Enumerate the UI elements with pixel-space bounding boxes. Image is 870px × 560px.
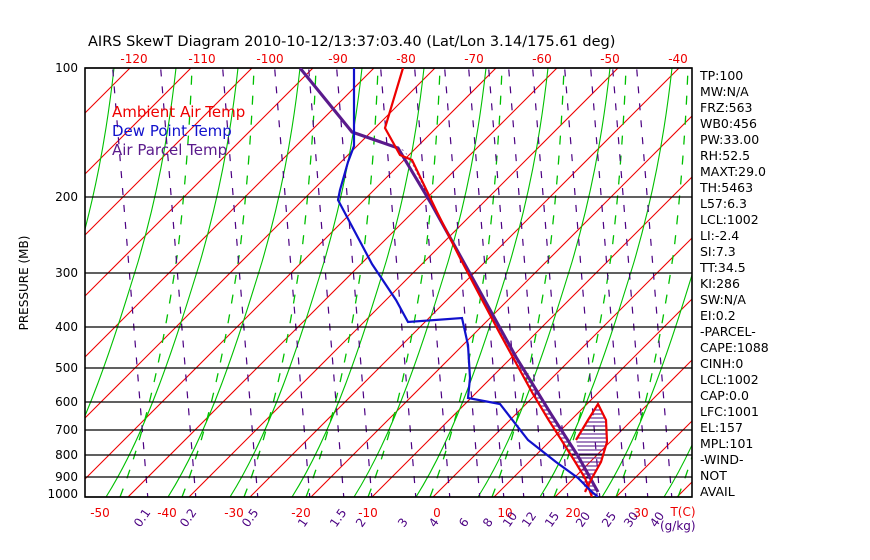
legend-air-parcel-temp: Air Parcel Temp (112, 141, 227, 159)
bottom-temp-tick-7: 20 (565, 506, 580, 520)
index-item: -PARCEL- (700, 324, 756, 339)
data-curves (298, 68, 609, 497)
top-temp-tick-8: -40 (668, 52, 688, 66)
bottom-temp-axis: -50 -40 -30 -20 -10 0 10 20 30 T(C) (90, 505, 695, 520)
bottom-temp-tick-2: -30 (224, 506, 244, 520)
index-item: MAXT:29.0 (700, 164, 766, 179)
cape-region (398, 146, 598, 497)
index-item: -WIND- (700, 452, 744, 467)
chart-title: AIRS SkewT Diagram 2010-10-12/13:37:03.4… (88, 34, 615, 50)
top-temp-tick-6: -60 (532, 52, 552, 66)
cape-region-lower (576, 404, 607, 492)
top-temp-tick-5: -70 (464, 52, 484, 66)
index-item: RH:52.5 (700, 148, 750, 163)
curve-dew-point-temp (336, 68, 599, 497)
bottom-temp-tick-6: 10 (497, 506, 512, 520)
index-item: L57:6.3 (700, 196, 747, 211)
y-axis-label: PRESSURE (MB) (17, 236, 31, 331)
index-item: WB0:456 (700, 116, 757, 131)
index-item: LI:-2.4 (700, 228, 739, 243)
top-temp-tick-3: -90 (328, 52, 348, 66)
isotherm-lines (85, 68, 692, 497)
index-item: FRZ:563 (700, 100, 753, 115)
pressure-tick-500: 500 (55, 361, 78, 375)
index-item: TP:100 (699, 68, 743, 83)
x-axis-label-mixing: (g/kg) (660, 519, 696, 533)
index-item: AVAIL (700, 484, 735, 499)
index-item: MPL:101 (700, 436, 753, 451)
pressure-tick-600: 600 (55, 395, 78, 409)
index-item: PW:33.00 (700, 132, 759, 147)
index-item: CINH:0 (700, 356, 743, 371)
pressure-tick-700: 700 (55, 423, 78, 437)
pressure-tick-100: 100 (55, 61, 78, 75)
index-item: LCL:1002 (700, 372, 759, 387)
legend-dew-point-temp: Dew Point Temp (112, 122, 232, 140)
top-temp-axis: -120 -110 -100 -90 -80 -70 -60 -50 -40 (120, 52, 687, 66)
bottom-temp-tick-0: -50 (90, 506, 110, 520)
legend-ambient-air-temp: Ambient Air Temp (112, 103, 245, 121)
pressure-tick-900: 900 (55, 470, 78, 484)
index-item: CAPE:1088 (700, 340, 769, 355)
index-item: TH:5463 (699, 180, 753, 195)
curve-air-parcel-temp (298, 68, 600, 493)
pressure-tick-300: 300 (55, 266, 78, 280)
indices-panel: TP:100 MW:N/A FRZ:563 WB0:456 PW:33.00 R… (699, 68, 769, 499)
pressure-tick-1000: 1000 (47, 487, 78, 501)
curve-ambient-air-temp-lower (575, 401, 609, 493)
pressure-tick-200: 200 (55, 190, 78, 204)
bottom-temp-tick-4: -10 (358, 506, 378, 520)
index-item: EL:157 (700, 420, 743, 435)
index-item: SI:7.3 (700, 244, 736, 259)
top-temp-tick-7: -50 (600, 52, 620, 66)
top-temp-tick-2: -100 (256, 52, 283, 66)
bottom-temp-tick-3: -20 (291, 506, 311, 520)
index-item: EI:0.2 (700, 308, 736, 323)
x-axis-label-temp: T(C) (669, 505, 695, 519)
top-temp-tick-1: -110 (188, 52, 215, 66)
index-item: LCL:1002 (700, 212, 759, 227)
index-item: TT:34.5 (699, 260, 746, 275)
index-item: KI:286 (700, 276, 740, 291)
index-item: CAP:0.0 (700, 388, 749, 403)
top-temp-tick-4: -80 (396, 52, 416, 66)
bottom-temp-tick-8: 30 (633, 506, 648, 520)
plot-frame (84, 67, 693, 498)
index-item: LFC:1001 (700, 404, 759, 419)
index-item: MW:N/A (700, 84, 749, 99)
pressure-axis: 100 200 300 400 500 600 700 800 900 1000 (47, 61, 78, 501)
index-item: NOT (700, 468, 727, 483)
index-item: SW:N/A (700, 292, 746, 307)
pressure-tick-400: 400 (55, 320, 78, 334)
pressure-tick-800: 800 (55, 448, 78, 462)
top-temp-tick-0: -120 (120, 52, 147, 66)
curve-ambient-air-temp (383, 68, 594, 497)
bottom-temp-tick-5: 0 (433, 506, 441, 520)
bottom-temp-tick-1: -40 (157, 506, 177, 520)
